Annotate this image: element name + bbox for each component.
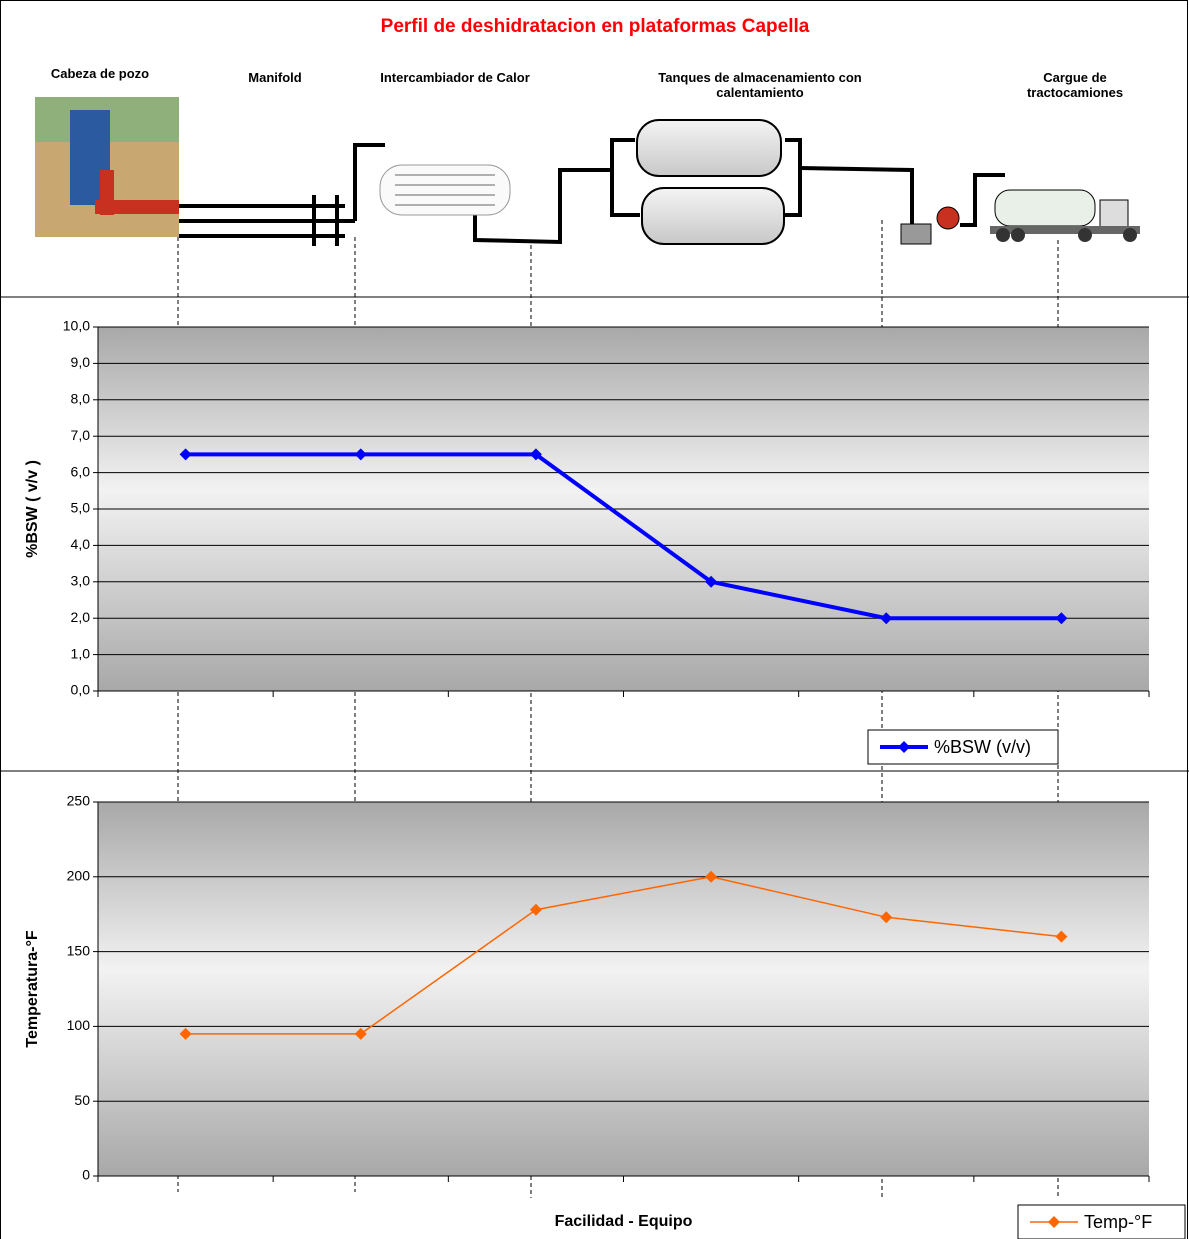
y-tick-label: 3,0 [71,573,91,589]
legend-label: %BSW (v/v) [934,737,1031,757]
y-tick-label: 5,0 [71,500,91,516]
y-tick-label: 8,0 [71,391,91,407]
stage-label: Intercambiador de Calor [380,70,530,85]
wellhead-photo [35,97,179,237]
y-tick-label: 250 [67,793,91,809]
y-axis-label: Temperatura-°F [24,930,41,1047]
heat-exchanger [380,165,510,215]
page: Perfil de deshidratacion en plataformas … [0,0,1189,1239]
y-tick-label: 6,0 [71,463,91,479]
y-tick-label: 100 [67,1017,91,1033]
y-tick-label: 7,0 [71,427,91,443]
chart: Perfil de deshidratacion en plataformas … [0,0,1189,1239]
y-tick-label: 4,0 [71,536,91,552]
stage-label: Manifold [215,70,335,85]
y-tick-label: 150 [67,942,91,958]
y-tick-label: 10,0 [63,318,90,334]
y-tick-label: 1,0 [71,645,91,661]
pump [901,207,959,244]
stage-label: Cargue de tractocamiones [1010,70,1140,100]
title: Perfil de deshidratacion en plataformas … [381,16,810,37]
y-axis-label: %BSW ( v/v ) [24,460,41,558]
y-tick-label: 9,0 [71,354,91,370]
y-tick-label: 2,0 [71,609,91,625]
y-tick-label: 200 [67,868,91,884]
pipes [179,140,1005,246]
truck [990,190,1140,242]
stage-label: Tanques de almacenamiento con calentamie… [620,70,900,100]
y-tick-label: 50 [74,1092,90,1108]
plot-area [98,802,1149,1176]
x-axis-label: Facilidad - Equipo [555,1213,693,1230]
tank [642,188,784,244]
stage-label: Cabeza de pozo [20,66,180,81]
y-tick-label: 0 [82,1167,90,1183]
tank [637,120,781,176]
y-tick-label: 0,0 [71,682,91,698]
legend-label: Temp-°F [1084,1212,1152,1232]
